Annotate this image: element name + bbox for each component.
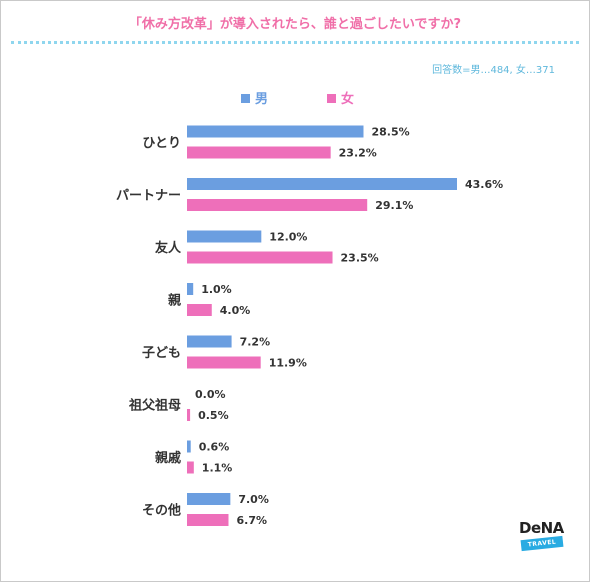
bar-female: [187, 409, 191, 421]
data-label: 1.0%: [201, 283, 232, 296]
data-label: 23.5%: [341, 252, 379, 265]
category-label: 親: [168, 293, 181, 309]
data-label: 7.2%: [240, 336, 271, 349]
category-label: その他: [142, 503, 181, 519]
chart-title: 「休み方改革」が導入されたら、誰と過ごしたいですか?: [128, 17, 462, 32]
dotted-divider: [11, 41, 579, 44]
legend-label-male: 男: [255, 92, 268, 107]
bar-male: [187, 283, 194, 295]
category-label: 親戚: [155, 450, 181, 466]
bar-male: [187, 493, 231, 505]
data-label: 6.7%: [236, 514, 267, 527]
data-label: 12.0%: [269, 231, 307, 244]
logo-band: TRAVEL: [520, 535, 564, 552]
bar-female: [187, 461, 194, 474]
legend-swatch-female: [327, 94, 336, 103]
sample-size-note: 回答数=男…484, 女…371: [432, 65, 555, 76]
bar-male: [187, 440, 191, 453]
dena-travel-logo: DeNA TRAVEL: [519, 519, 569, 563]
data-label: 0.5%: [198, 409, 229, 422]
data-label: 28.5%: [371, 126, 409, 139]
category-label: 子ども: [142, 346, 181, 361]
legend-swatch-male: [241, 94, 250, 103]
data-label: 4.0%: [220, 304, 251, 317]
data-label: 0.0%: [195, 388, 226, 401]
data-label: 29.1%: [375, 199, 413, 212]
category-label: 友人: [155, 240, 182, 256]
bar-female: [187, 146, 331, 159]
bar-female: [187, 251, 333, 264]
data-label: 11.9%: [269, 357, 307, 370]
data-label: 23.2%: [339, 147, 377, 160]
data-label: 0.6%: [199, 441, 230, 454]
bar-female: [187, 356, 261, 369]
data-label: 43.6%: [465, 178, 503, 191]
logo-wordmark: DeNA: [519, 519, 564, 537]
category-label: ひとり: [142, 136, 181, 151]
category-label: 祖父祖母: [128, 398, 181, 414]
bar-female: [187, 199, 368, 211]
legend-label-female: 女: [341, 91, 354, 107]
bar-female: [187, 514, 229, 526]
bar-female: [187, 304, 212, 316]
bar-male: [187, 125, 364, 138]
bar-male: [187, 230, 262, 243]
bar-male: [187, 335, 232, 348]
category-label: パートナー: [116, 189, 181, 204]
bar-male: [187, 178, 457, 190]
data-label: 1.1%: [202, 462, 233, 475]
data-label: 7.0%: [238, 493, 269, 506]
